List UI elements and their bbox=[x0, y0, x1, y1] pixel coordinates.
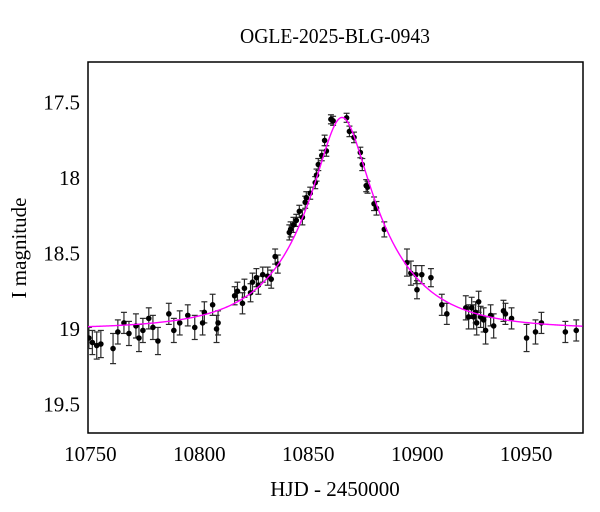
data-point bbox=[184, 312, 191, 319]
y-tick-label: 18.5 bbox=[43, 242, 80, 266]
data-point bbox=[523, 335, 530, 341]
data-point bbox=[176, 320, 183, 326]
x-tick-label: 10950 bbox=[500, 442, 553, 466]
data-point bbox=[293, 217, 300, 224]
data-point bbox=[199, 320, 206, 326]
data-point bbox=[259, 271, 266, 278]
data-point bbox=[253, 274, 260, 281]
data-point bbox=[241, 285, 248, 292]
data-point bbox=[213, 326, 220, 332]
data-point bbox=[538, 320, 545, 326]
data-point bbox=[136, 335, 142, 341]
data-point bbox=[155, 338, 161, 344]
plot-frame bbox=[87, 61, 584, 434]
y-tick-label: 19 bbox=[59, 317, 80, 341]
x-axis-label: HJD - 2450000 bbox=[270, 477, 400, 501]
plot-title: OGLE-2025-BLG-0943 bbox=[240, 24, 430, 48]
data-point bbox=[287, 226, 294, 233]
data-point bbox=[444, 311, 450, 317]
data-point bbox=[562, 329, 569, 335]
data-point bbox=[439, 302, 445, 308]
data-point bbox=[482, 327, 489, 334]
y-tick-label: 19.5 bbox=[43, 392, 80, 416]
model-curve bbox=[88, 116, 583, 328]
data-point bbox=[490, 323, 497, 329]
data-point bbox=[418, 271, 425, 278]
data-point bbox=[191, 324, 198, 331]
data-point bbox=[302, 199, 309, 206]
y-axis-label: I magnitude bbox=[7, 198, 31, 299]
data-point bbox=[89, 339, 96, 346]
data-point bbox=[166, 311, 172, 317]
data-point bbox=[508, 315, 515, 322]
y-tick-label: 18 bbox=[59, 166, 80, 190]
data-point bbox=[321, 137, 328, 144]
data-point bbox=[465, 314, 472, 320]
data-point bbox=[126, 330, 132, 337]
x-tick-label: 10800 bbox=[173, 442, 226, 466]
data-point bbox=[532, 329, 539, 335]
data-point bbox=[414, 286, 420, 293]
data-point bbox=[346, 128, 353, 135]
data-point bbox=[215, 320, 221, 326]
data-point bbox=[140, 327, 146, 334]
data-point bbox=[268, 276, 275, 282]
data-point bbox=[475, 298, 482, 305]
data-point bbox=[428, 274, 434, 281]
data-point bbox=[303, 194, 310, 201]
data-point bbox=[121, 320, 127, 326]
data-point bbox=[249, 279, 256, 285]
data-point bbox=[150, 324, 156, 331]
data-point bbox=[115, 329, 121, 335]
data-point bbox=[272, 253, 278, 260]
y-tick-label: 17.5 bbox=[43, 91, 80, 115]
chart-layer: 10750 10800 10850 10900 10950 17.5 18 18.5 19 19.… bbox=[43, 61, 584, 466]
data-point bbox=[296, 208, 303, 215]
data-point bbox=[209, 302, 216, 308]
data-point bbox=[171, 327, 177, 334]
x-tick-label: 10900 bbox=[391, 442, 444, 466]
data-point bbox=[239, 300, 246, 307]
data-point bbox=[573, 327, 580, 334]
data-point bbox=[290, 222, 297, 228]
data-point bbox=[473, 320, 480, 326]
data-point bbox=[364, 184, 371, 190]
data-point bbox=[468, 305, 475, 311]
data-series bbox=[88, 112, 583, 365]
data-point bbox=[470, 314, 477, 320]
data-point bbox=[480, 317, 487, 323]
data-point bbox=[502, 311, 509, 317]
x-tick-label: 10850 bbox=[282, 442, 335, 466]
data-point bbox=[234, 288, 241, 295]
data-point bbox=[98, 341, 104, 347]
data-point bbox=[110, 345, 116, 352]
data-point bbox=[231, 292, 238, 299]
x-tick-label: 10750 bbox=[64, 442, 117, 466]
data-point bbox=[145, 315, 152, 322]
data-point bbox=[88, 335, 92, 341]
data-point bbox=[330, 118, 336, 124]
